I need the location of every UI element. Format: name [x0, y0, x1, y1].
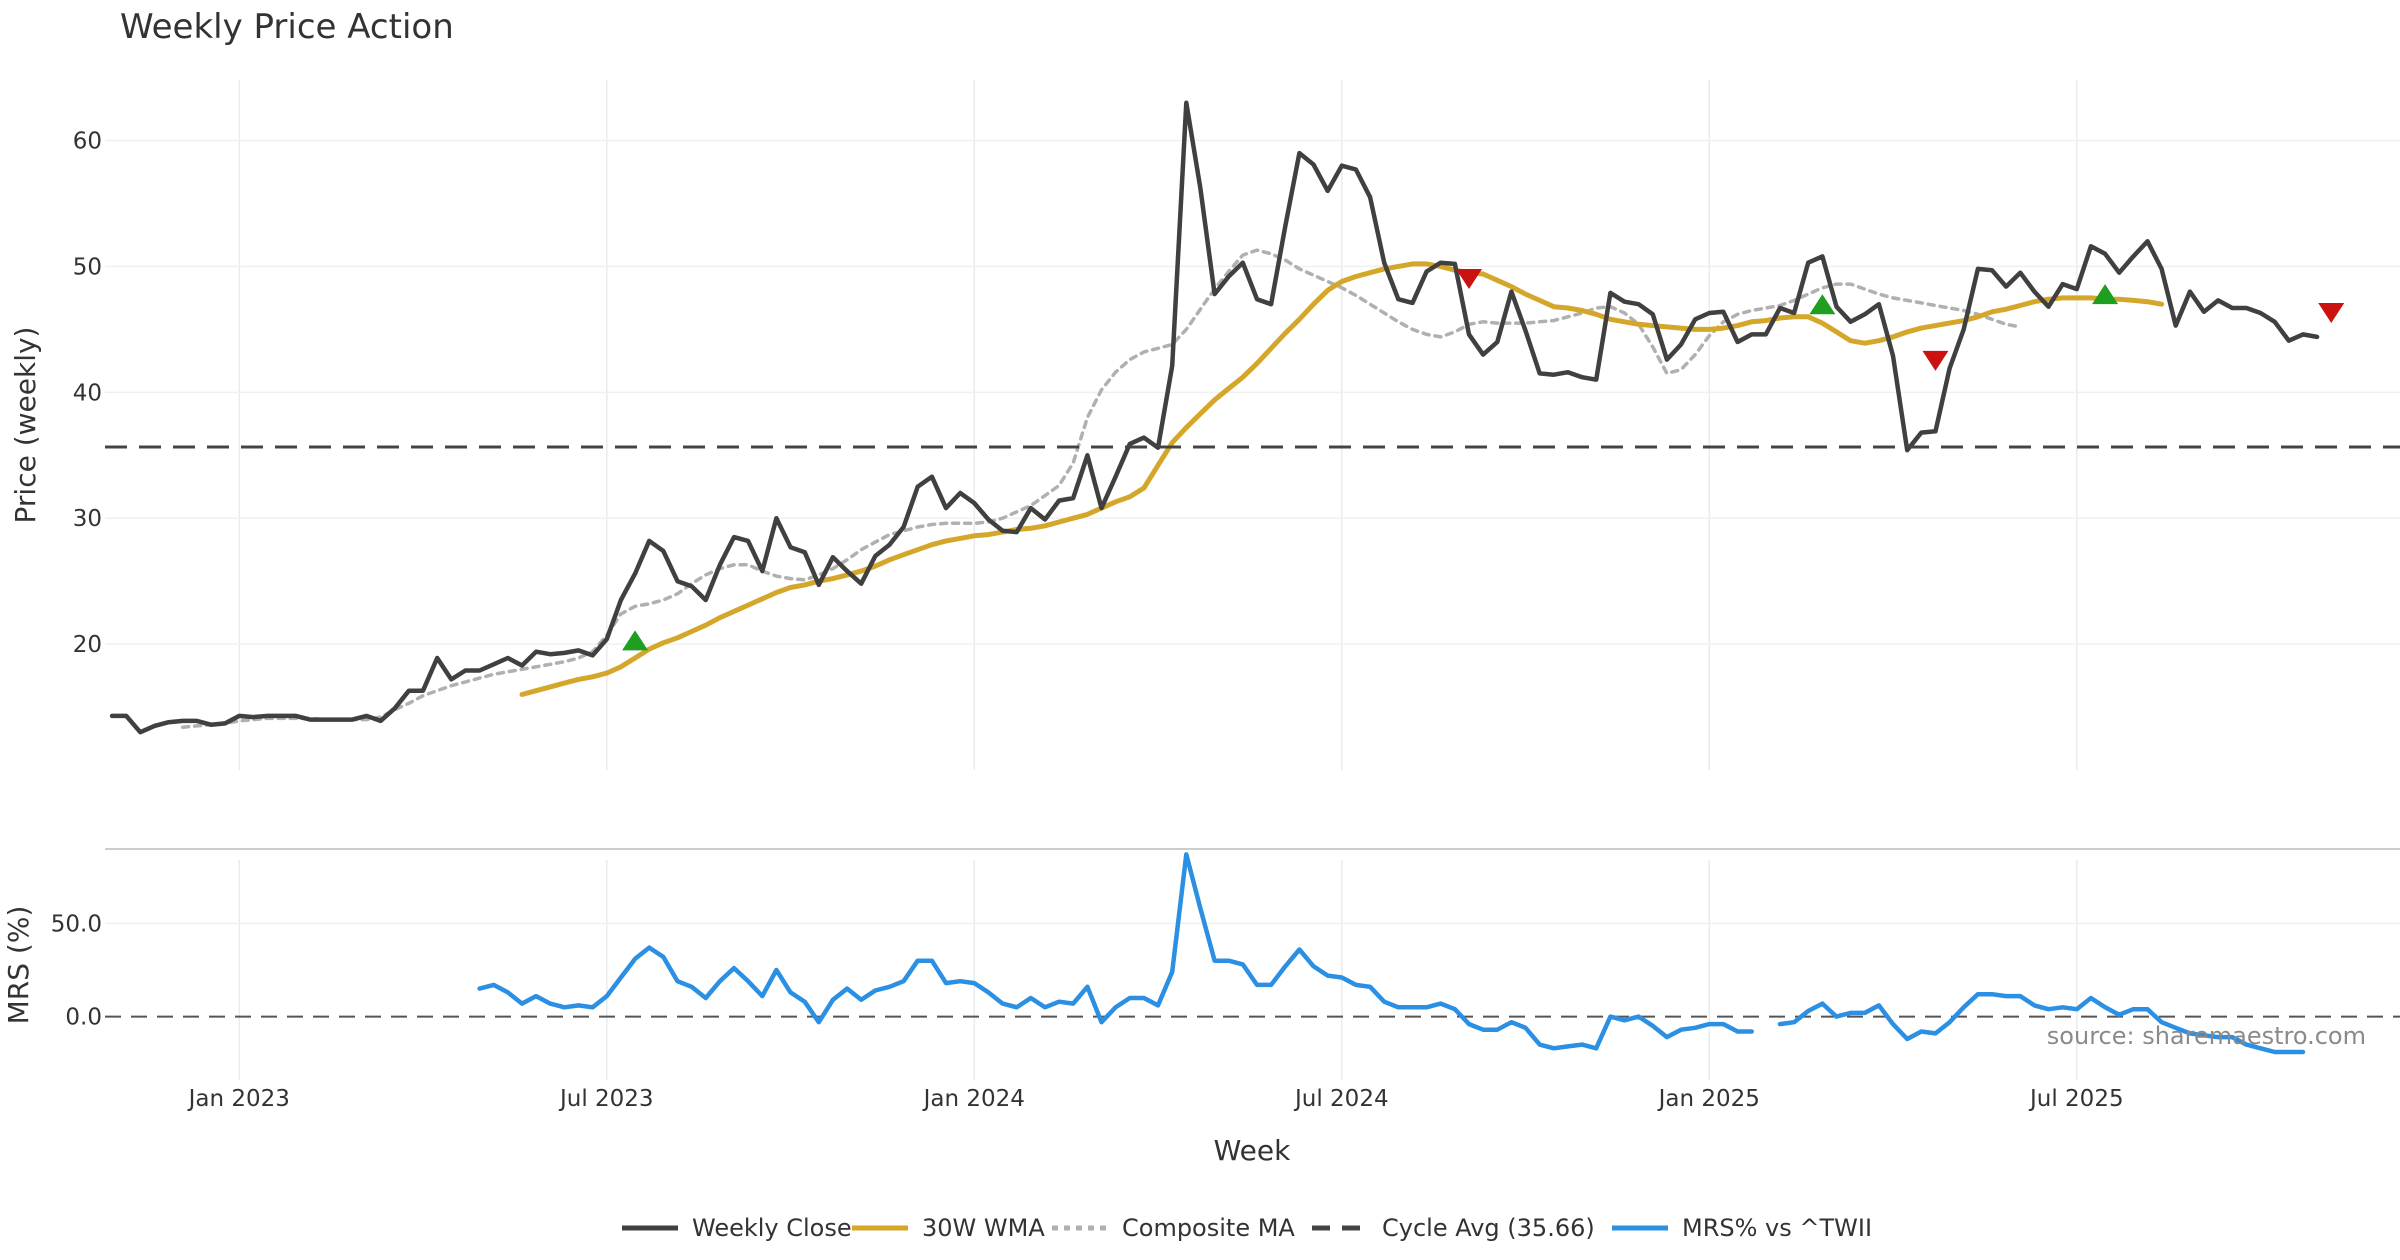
x-tick-label: Jul 2024 — [1293, 1086, 1389, 1112]
buy-signal-marker — [2092, 284, 2119, 305]
buy-signal-marker — [622, 630, 649, 651]
legend-label: Composite MA — [1122, 1214, 1295, 1242]
legend-label: Weekly Close — [692, 1214, 852, 1242]
price-y-axis-label: Price (weekly) — [9, 327, 42, 524]
chart-title: Weekly Price Action — [120, 7, 454, 47]
buy-signal-marker — [1809, 294, 1836, 315]
sell-signal-marker — [1922, 350, 1949, 371]
price-y-tick-label: 30 — [73, 506, 102, 532]
mrs-y-axis-label: MRS (%) — [2, 906, 35, 1025]
x-tick-label: Jan 2025 — [1657, 1086, 1760, 1112]
legend: Weekly Close 30W WMA Composite MA Cycle Avg… — [622, 1214, 1872, 1242]
price-y-tick-label: 50 — [73, 254, 102, 280]
legend-label: MRS% vs ^TWII — [1682, 1214, 1872, 1242]
series-mrs-vs-twii — [477, 852, 1754, 1051]
series-mrs-vs-twii — [1777, 991, 2306, 1055]
sell-signal-marker — [1456, 269, 1483, 290]
price-grid — [105, 80, 2400, 770]
series-weekly-close — [109, 100, 2320, 735]
mrs-grid — [105, 860, 2400, 1080]
x-tick-label: Jul 2023 — [558, 1086, 654, 1112]
legend-label: 30W WMA — [922, 1214, 1045, 1242]
sell-signal-marker — [2318, 303, 2345, 324]
mrs-series — [105, 852, 2400, 1055]
price-y-tick-label: 40 — [73, 380, 102, 406]
mrs-y-tick-label: 0.0 — [65, 1005, 102, 1031]
price-y-ticks: 20 30 40 50 60 — [73, 129, 102, 659]
legend-label: Cycle Avg (35.66) — [1382, 1214, 1595, 1242]
price-y-tick-label: 60 — [73, 129, 102, 155]
mrs-y-tick-label: 50.0 — [51, 911, 102, 937]
price-series — [105, 100, 2400, 735]
mrs-y-ticks: 0.0 50.0 — [51, 911, 102, 1030]
source-note: source: sharemaestro.com — [2047, 1022, 2366, 1050]
x-axis-ticks: Jan 2023 Jul 2023 Jan 2024 Jul 2024 Jan 2025… — [187, 1086, 2124, 1112]
signal-markers — [622, 269, 2345, 651]
x-axis-label: Week — [1214, 1134, 1291, 1167]
x-tick-label: Jul 2025 — [2028, 1086, 2124, 1112]
price-y-tick-label: 20 — [73, 632, 102, 658]
x-tick-label: Jan 2024 — [922, 1086, 1025, 1112]
x-tick-label: Jan 2023 — [187, 1086, 290, 1112]
